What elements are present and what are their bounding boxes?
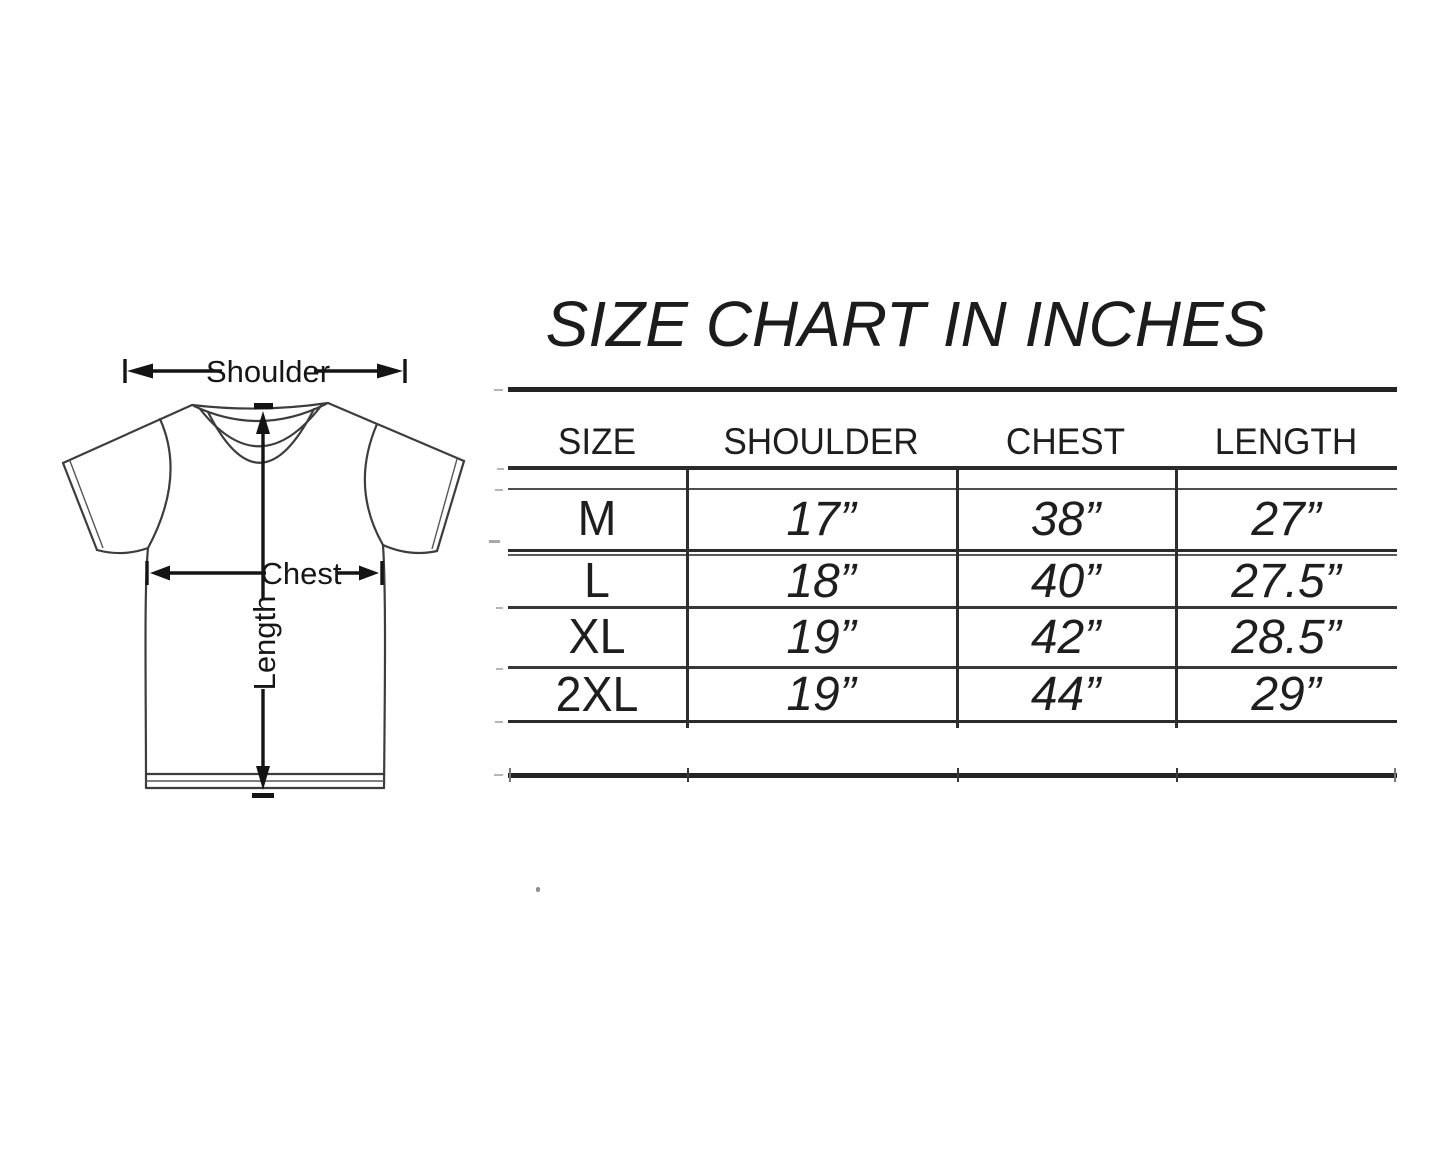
bottom-rule-tick [1394,768,1396,782]
cell-chest-2xl: 44” [1030,668,1101,721]
rule-below-xl [508,666,1397,669]
rule-below-m-1 [508,549,1397,552]
header-underline-thin [508,488,1397,490]
shoulder-arrow: Shoulder [123,354,407,389]
scan-artifact-dot [536,887,540,892]
header-chest: CHEST [1005,421,1126,462]
cell-length-l: 27.5” [1231,554,1341,608]
cell-length-m: 27” [1251,492,1321,546]
scan-artifact [496,607,503,609]
column-separator-2 [956,467,959,728]
page-title: SIZE CHART IN INCHES [545,288,1267,360]
scan-artifact [495,489,503,491]
cell-shoulder-xl: 19” [786,610,856,664]
cell-length-xl: 28.5” [1231,610,1341,664]
length-arrow-label: Length [247,596,282,691]
cell-size-m: M [577,492,617,546]
shoulder-arrow-label: Shoulder [206,354,330,389]
bottom-rule-tick [957,768,959,782]
cell-shoulder-m: 17” [786,492,856,546]
cell-size-l: L [584,554,610,608]
cell-shoulder-l: 18” [786,554,856,608]
rule-below-m-2 [508,554,1397,556]
chest-arrow-label: Chest [261,556,342,591]
cell-chest-xl: 42” [1030,610,1101,664]
length-arrow: Length [247,403,282,798]
chest-arrow: Chest [145,556,384,591]
header-shoulder: SHOULDER [723,421,919,462]
bottom-rule-tick [1176,768,1178,782]
cell-shoulder-2xl: 19” [786,668,856,721]
tshirt-diagram: Shoulder Chest Length [61,354,466,798]
column-separator-1 [686,467,689,728]
table-bottom-rule [508,773,1397,778]
column-separator-3 [1175,467,1178,728]
header-underline [508,466,1397,470]
scan-artifact [489,540,500,543]
bottom-rule-tick [509,768,511,782]
scan-artifact [495,721,503,723]
cell-chest-m: 38” [1030,492,1101,546]
scan-artifact [494,774,503,776]
header-size: SIZE [557,421,637,462]
cell-chest-l: 40” [1030,554,1101,608]
scan-artifact [494,389,503,391]
rule-below-2xl [508,720,1397,723]
cell-length-2xl: 29” [1251,668,1321,721]
table-top-rule [508,387,1397,392]
bottom-rule-tick [687,768,689,782]
scan-artifact [496,668,503,670]
scan-artifact [497,468,504,470]
rule-below-l [508,606,1397,609]
cell-size-2xl: 2XL [555,667,639,722]
header-length: LENGTH [1214,421,1358,462]
cell-size-xl: XL [568,610,626,664]
